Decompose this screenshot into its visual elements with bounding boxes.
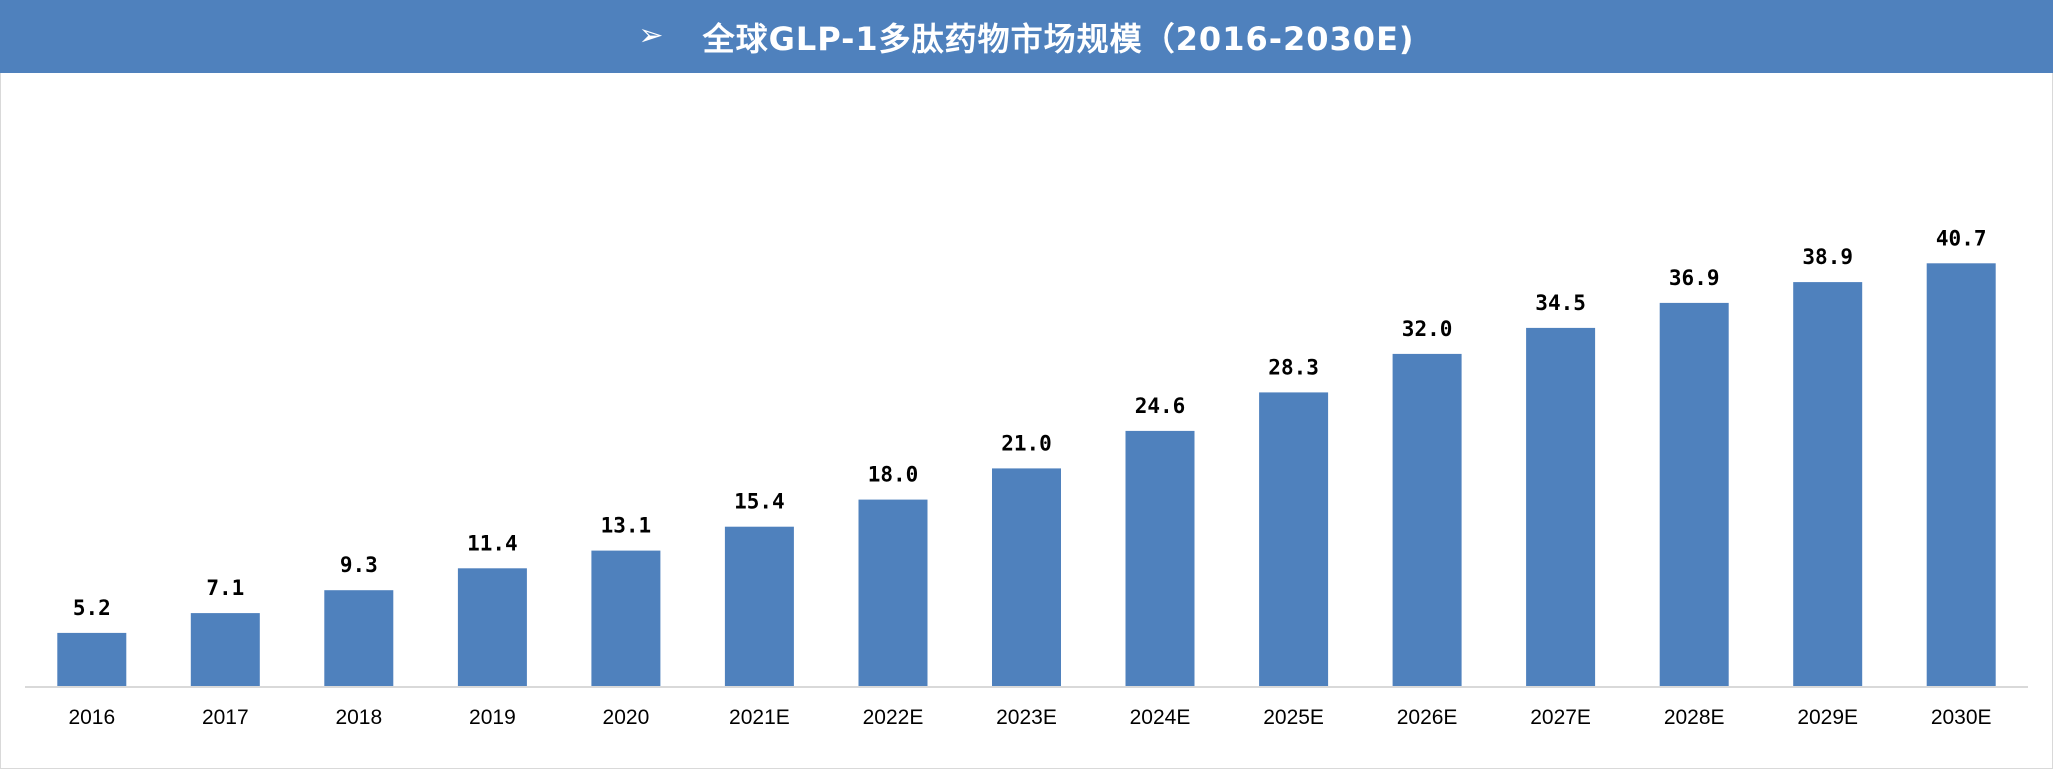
value-labels-group: 5.2 7.1 9.3 11.4 13.1 15.4 18.0 21.0 24.6 28.3 32.… [73,226,1987,620]
value-label-2029E: 38.9 [1802,245,1853,269]
category-label-2016: 2016 [68,706,115,729]
category-label-2018: 2018 [335,706,382,729]
value-label-2022E: 18.0 [868,463,919,487]
category-label-2019: 2019 [469,706,516,729]
value-label-2019: 11.4 [467,531,518,555]
category-label-2024E: 2024E [1130,706,1191,729]
value-label-2027E: 34.5 [1535,291,1586,315]
bar-2028E [1659,302,1729,687]
bar-2024E [1125,430,1195,687]
value-label-2023E: 21.0 [1001,431,1052,455]
bars-group [57,263,1996,687]
bar-2019 [457,568,527,687]
category-label-2020: 2020 [603,706,650,729]
bar-2018 [324,590,394,687]
category-label-2028E: 2028E [1664,706,1725,729]
value-label-2025E: 28.3 [1268,355,1319,379]
bar-2023E [992,468,1061,687]
value-label-2020: 13.1 [601,514,652,538]
bar-2027E [1526,327,1596,687]
category-label-2027E: 2027E [1530,706,1591,729]
arrow-bullet-icon: ➢ [638,17,665,53]
value-label-2016: 5.2 [73,596,111,620]
category-label-2021E: 2021E [729,706,790,729]
value-label-2024E: 24.6 [1135,394,1186,418]
bar-chart: 5.2 7.1 9.3 11.4 13.1 15.4 18.0 21.0 24.6 28.3 32.… [25,226,2028,729]
bar-2030E [1926,263,1996,687]
category-labels-group: 2016 2017 2018 2019 2020 2021E 2022E 2023E 2024E… [68,706,1991,729]
category-label-2017: 2017 [202,706,249,729]
bar-2022E [858,499,928,687]
category-label-2025E: 2025E [1263,706,1324,729]
chart-title: 全球GLP-1多肽药物市场规模（2016-2030E) [702,19,1415,58]
category-label-2030E: 2030E [1931,706,1992,729]
category-label-2026E: 2026E [1397,706,1458,729]
bar-2026E [1392,353,1462,687]
value-label-2017: 7.1 [206,576,244,600]
bar-2016 [57,632,127,687]
bar-2021E [724,526,794,687]
bar-2017 [190,613,260,687]
category-label-2022E: 2022E [863,706,924,729]
category-label-2023E: 2023E [996,706,1057,729]
bar-2029E [1793,282,1863,687]
bar-2025E [1259,392,1329,687]
value-label-2026E: 32.0 [1402,317,1453,341]
value-label-2030E: 40.7 [1936,226,1987,250]
bar-2020 [591,550,661,687]
category-label-2029E: 2029E [1797,706,1858,729]
value-label-2028E: 36.9 [1669,266,1720,290]
chart-header: ➢ 全球GLP-1多肽药物市场规模（2016-2030E) [0,0,2053,73]
value-label-2018: 9.3 [340,553,378,577]
value-label-2021E: 15.4 [734,490,785,514]
